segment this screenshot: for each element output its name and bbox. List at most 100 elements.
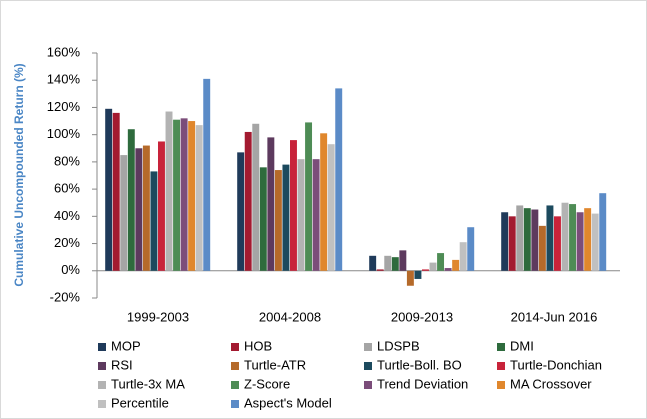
bar <box>244 131 252 271</box>
bar <box>274 170 282 271</box>
bar <box>203 78 211 271</box>
bar <box>384 255 392 271</box>
bar <box>282 164 290 271</box>
bar <box>335 88 343 271</box>
bar <box>584 208 592 271</box>
bar <box>180 118 188 271</box>
bar <box>188 121 196 271</box>
bar <box>452 259 460 271</box>
bar <box>297 159 305 271</box>
legend-label: Trend Deviation <box>377 376 468 391</box>
bar <box>399 250 407 271</box>
bar <box>406 270 414 286</box>
bar <box>516 205 524 271</box>
bar <box>554 216 561 271</box>
bar <box>369 255 377 271</box>
legend-label: Turtle-ATR <box>244 357 306 372</box>
bar <box>376 269 384 271</box>
bar <box>414 270 422 279</box>
bar <box>305 122 313 271</box>
y-tick-label: 80% <box>54 153 80 168</box>
bar <box>142 145 150 271</box>
bar <box>267 137 275 271</box>
y-axis-title: Cumulative Uncompounded Return (%) <box>12 63 26 286</box>
bar <box>195 125 203 271</box>
legend-label: Percentile <box>111 395 169 410</box>
y-tick-label: 0% <box>61 262 80 277</box>
legend-label: Turtle-3x MA <box>111 376 185 391</box>
y-tick-label: -20% <box>50 289 81 304</box>
legend-swatch <box>364 343 372 351</box>
bar <box>252 123 260 271</box>
bar <box>105 108 113 271</box>
bar <box>290 140 297 271</box>
bar <box>459 242 467 271</box>
legend-swatch <box>98 362 106 370</box>
bar <box>165 111 173 271</box>
legend-label: Turtle-Boll. BO <box>377 357 462 372</box>
bar <box>591 213 599 271</box>
bar <box>569 204 577 271</box>
y-tick-label: 20% <box>54 235 80 250</box>
y-tick-label: 60% <box>54 181 80 196</box>
bar <box>327 144 335 271</box>
y-tick-label: 160% <box>47 44 81 59</box>
bar <box>501 212 509 271</box>
legend-swatch <box>231 400 239 408</box>
bar <box>120 155 128 271</box>
legend-swatch <box>497 362 505 370</box>
legend-swatch <box>497 343 505 351</box>
bar <box>173 119 181 271</box>
bar <box>320 133 328 271</box>
legend-swatch <box>98 343 106 351</box>
x-tick-label: 1999-2003 <box>127 309 189 324</box>
bar <box>127 129 135 271</box>
bar <box>259 167 267 271</box>
bar <box>508 216 516 271</box>
y-tick-label: 140% <box>47 72 81 87</box>
legend-swatch <box>497 381 505 389</box>
bar <box>429 262 437 271</box>
y-tick-label: 120% <box>47 99 81 114</box>
x-tick-label: 2014-Jun 2016 <box>511 309 598 324</box>
legend-swatch <box>231 362 239 370</box>
legend-label: DMI <box>510 338 534 353</box>
bar <box>467 227 475 271</box>
bar <box>437 253 445 271</box>
legend-label: RSI <box>111 357 133 372</box>
x-tick-label: 2004-2008 <box>259 309 321 324</box>
legend-swatch <box>98 400 106 408</box>
bar <box>312 159 320 271</box>
legend-swatch <box>98 381 106 389</box>
bar <box>237 152 245 271</box>
legend-label: MOP <box>111 338 141 353</box>
bar <box>561 202 569 271</box>
bar <box>599 193 607 271</box>
bar <box>546 205 554 271</box>
y-tick-label: 40% <box>54 208 80 223</box>
bar <box>391 257 399 271</box>
legend-swatch <box>364 362 372 370</box>
legend-swatch <box>231 343 239 351</box>
legend-label: MA Crossover <box>510 376 592 391</box>
legend-swatch <box>231 381 239 389</box>
x-tick-label: 2009-2013 <box>391 309 453 324</box>
bar <box>538 225 546 271</box>
legend-label: LDSPB <box>377 338 420 353</box>
legend-label: HOB <box>244 338 272 353</box>
bar <box>523 208 531 271</box>
bar <box>531 209 539 271</box>
bar <box>150 171 158 271</box>
bar <box>135 148 143 271</box>
legend-label: Z-Score <box>244 376 290 391</box>
bar <box>422 269 429 271</box>
bar <box>112 112 120 271</box>
bar <box>576 212 584 271</box>
legend-label: Aspect's Model <box>244 395 332 410</box>
bar <box>444 268 452 271</box>
legend-swatch <box>364 381 372 389</box>
bar <box>158 141 165 271</box>
y-tick-label: 100% <box>47 126 81 141</box>
legend-label: Turtle-Donchian <box>510 357 602 372</box>
